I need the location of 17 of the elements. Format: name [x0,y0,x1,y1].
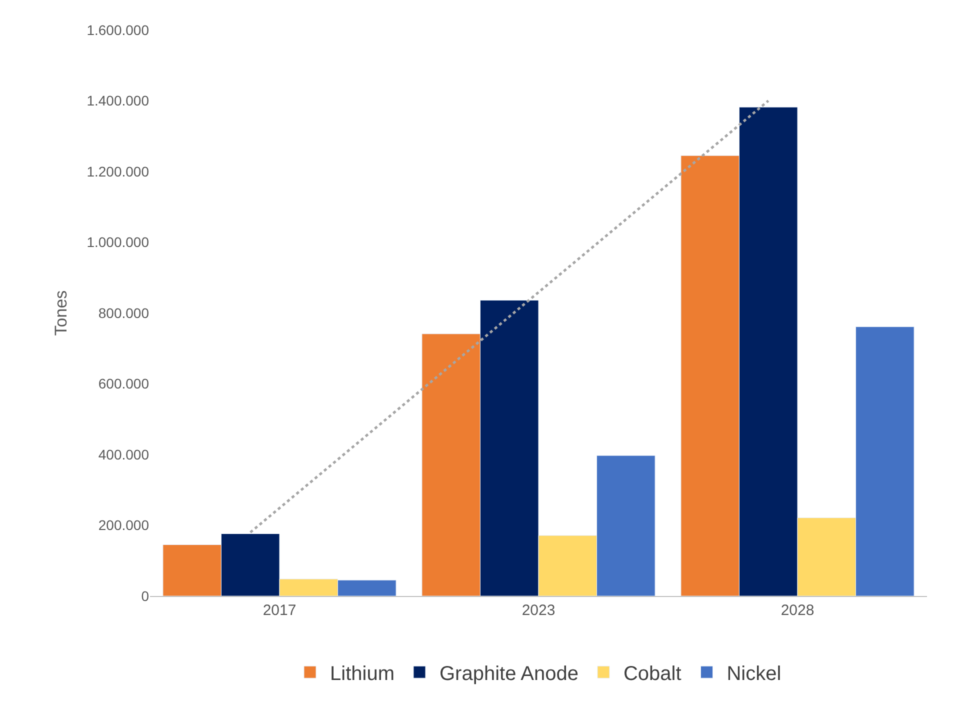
x-tick-label: 2017 [262,602,296,619]
legend-label: Lithium [330,662,394,685]
y-tick-label: 0 [141,588,150,604]
y-tick-label: 600.000 [98,376,150,392]
y-tick-label: 1.000.000 [86,234,150,250]
y-tick-label: 1.600.000 [86,22,150,38]
y-tick-label: 1.200.000 [86,163,150,180]
legend-label: Cobalt [623,662,682,685]
x-tick-label: 2028 [780,602,814,619]
legend-label: Graphite Anode [439,662,578,685]
y-axis-title: Tones [51,290,70,336]
y-tick-label: 400.000 [98,446,150,462]
x-tick-label: 2023 [522,602,556,619]
y-tick-label: 200.000 [98,517,150,534]
y-tick-label: 800.000 [98,304,150,321]
y-tick-label: 1.400.000 [86,92,150,109]
legend-label: Nickel [726,662,782,685]
